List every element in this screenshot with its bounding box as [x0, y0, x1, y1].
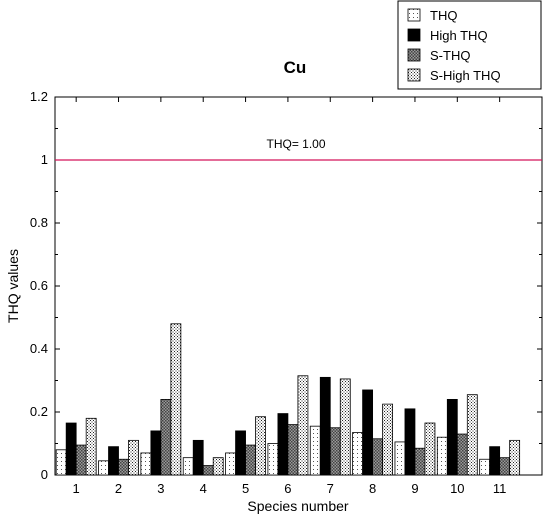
bar: [192, 439, 204, 476]
y-axis: 0 0.2 0.4 0.6 0.8 1 1.2: [30, 89, 542, 482]
y-tick-label: 0.2: [30, 404, 48, 419]
bar: [202, 465, 214, 476]
bar: [98, 460, 109, 476]
bar: [329, 427, 341, 476]
chart-title: Cu: [284, 58, 307, 77]
bar: [182, 457, 194, 476]
y-tick-label: 0.4: [30, 341, 48, 356]
reference-line-label: THQ= 1.00: [266, 137, 325, 151]
x-tick-label: 11: [493, 481, 507, 496]
x-axis-title: Species number: [247, 498, 349, 514]
x-tick-label: 10: [450, 481, 464, 496]
bar: [372, 438, 384, 476]
bar: [456, 433, 468, 476]
bar: [362, 389, 374, 476]
bar: [424, 422, 436, 476]
bars: [55, 323, 521, 476]
bar: [489, 446, 501, 476]
bar: [140, 452, 152, 476]
bar: [267, 443, 279, 476]
bar: [118, 458, 129, 476]
bar: [75, 444, 87, 476]
x-tick-label: 5: [242, 481, 249, 496]
bar: [150, 430, 162, 476]
legend-label: S-THQ: [430, 48, 470, 63]
legend-swatch: [407, 8, 421, 22]
bar: [245, 444, 256, 476]
x-tick-label: 3: [157, 481, 164, 496]
bar: [394, 441, 406, 476]
x-axis: 1 2 3 4 5 6 7 8 9 10 11: [73, 97, 507, 496]
y-axis-title: THQ values: [5, 249, 21, 323]
x-tick-label: 4: [200, 481, 207, 496]
x-tick-label: 6: [284, 481, 291, 496]
x-tick-label: 9: [411, 481, 418, 496]
bar: [212, 457, 224, 476]
bar: [85, 417, 97, 476]
legend: THQ High THQ S-THQ S-High THQ: [397, 0, 542, 90]
bar: [170, 323, 182, 476]
y-tick-label: 0.6: [30, 278, 48, 293]
bar: [466, 394, 478, 476]
legend-swatch: [407, 48, 421, 62]
x-tick-label: 2: [115, 481, 122, 496]
bar: [382, 403, 394, 476]
bar: [499, 457, 511, 476]
bar: [255, 416, 266, 476]
bar: [235, 430, 246, 476]
bar: [436, 436, 448, 476]
bar: [319, 376, 331, 476]
legend-box: [397, 0, 542, 90]
bar: [414, 447, 426, 476]
bar: [287, 424, 299, 476]
x-tick-label: 8: [369, 481, 376, 496]
x-tick-label: 1: [73, 481, 80, 496]
legend-label: S-High THQ: [430, 68, 501, 83]
bar: [339, 378, 351, 476]
y-tick-label: 1: [41, 152, 48, 167]
x-tick-label: 7: [327, 481, 334, 496]
bar: [65, 422, 77, 476]
bar: [108, 446, 119, 476]
bar: [277, 413, 289, 476]
bar: [160, 398, 172, 476]
bar: [225, 452, 236, 476]
legend-swatch: [407, 68, 421, 82]
bar: [404, 408, 416, 476]
bar: [446, 398, 458, 476]
bar: [55, 449, 67, 476]
y-tick-label: 0: [41, 467, 48, 482]
legend-swatch: [407, 28, 421, 42]
bar: [128, 439, 139, 476]
y-tick-label: 1.2: [30, 89, 48, 104]
legend-label: THQ: [430, 8, 457, 23]
bar: [297, 375, 309, 476]
y-tick-label: 0.8: [30, 215, 48, 230]
bar: [352, 432, 364, 476]
bar: [479, 458, 491, 476]
bar: [509, 439, 521, 476]
bar: [309, 425, 321, 476]
legend-label: High THQ: [430, 28, 488, 43]
